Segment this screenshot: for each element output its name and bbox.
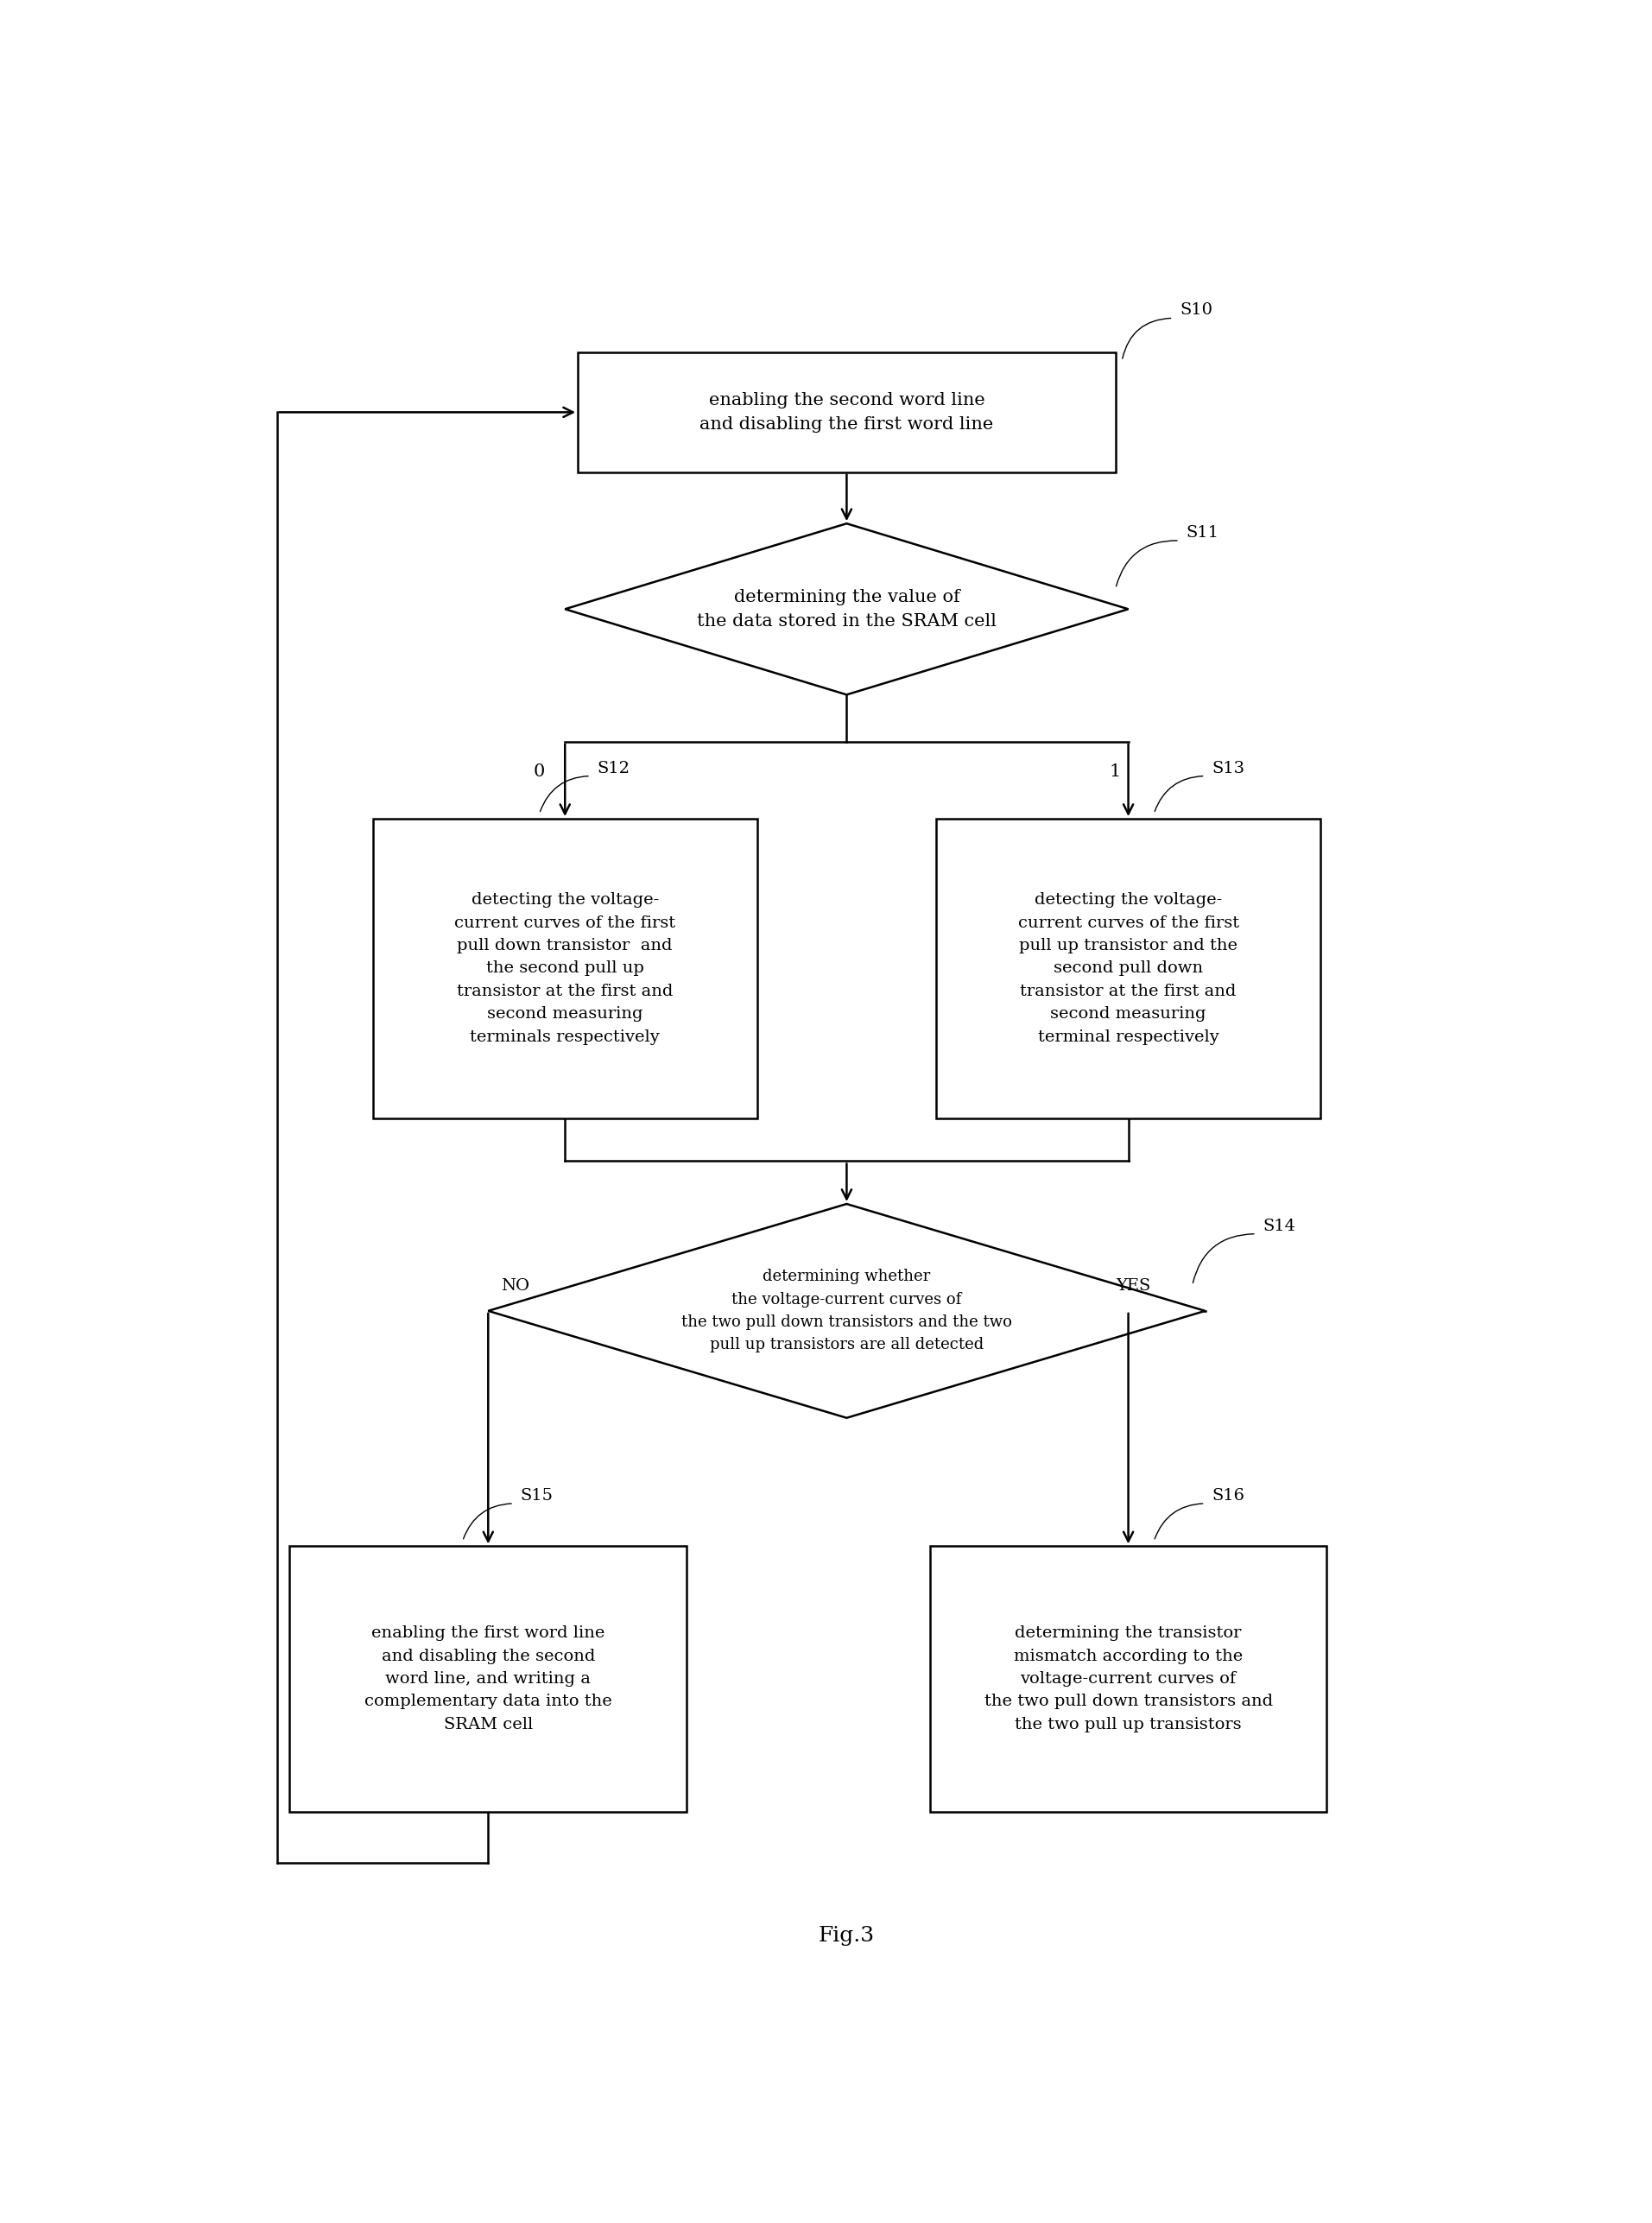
Bar [930,1547,1327,1812]
Polygon shape [565,522,1128,694]
Text: S11: S11 [1186,525,1219,540]
Text: determining the value of
the data stored in the SRAM cell: determining the value of the data stored… [697,589,996,629]
Text: S15: S15 [520,1487,553,1503]
Text: S10: S10 [1180,302,1213,318]
Text: enabling the first word line
and disabling the second
word line, and writing a
c: enabling the first word line and disabli… [365,1625,611,1732]
Text: enabling the second word line
and disabling the first word line: enabling the second word line and disabl… [700,391,993,433]
Bar [289,1547,687,1812]
Text: determining the transistor
mismatch according to the
voltage-current curves of
t: determining the transistor mismatch acco… [985,1625,1272,1732]
Text: Fig.3: Fig.3 [818,1925,876,1945]
Text: 0: 0 [534,762,545,780]
Text: detecting the voltage-
current curves of the first
pull up transistor and the
se: detecting the voltage- current curves of… [1018,891,1239,1045]
Text: S12: S12 [596,760,629,776]
Text: S14: S14 [1262,1218,1295,1234]
Text: S13: S13 [1211,760,1244,776]
Text: S16: S16 [1211,1487,1244,1503]
Text: YES: YES [1115,1278,1150,1294]
Bar [578,353,1115,471]
Polygon shape [489,1205,1204,1418]
Text: NO: NO [501,1278,530,1294]
Text: determining whether
the voltage-current curves of
the two pull down transistors : determining whether the voltage-current … [681,1269,1013,1354]
Text: detecting the voltage-
current curves of the first
pull down transistor  and
the: detecting the voltage- current curves of… [454,891,676,1045]
Text: 1: 1 [1108,762,1120,780]
Bar [937,818,1320,1118]
Bar [373,818,757,1118]
